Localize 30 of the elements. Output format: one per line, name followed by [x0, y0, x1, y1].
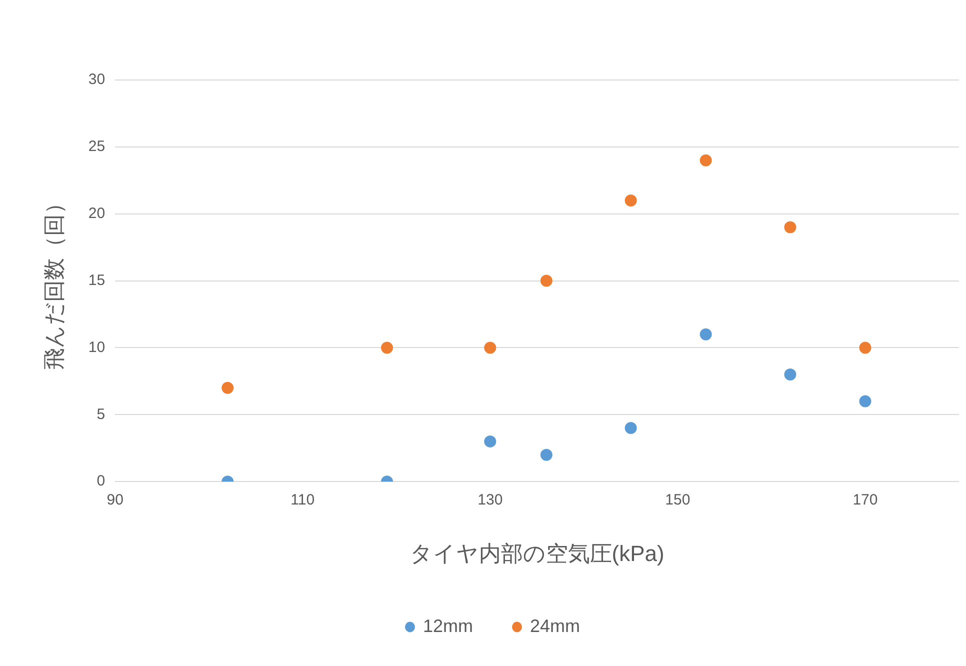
- x-tick-label: 170: [852, 492, 878, 509]
- y-tick-label: 15: [88, 272, 106, 289]
- x-axis-title: タイヤ内部の空気圧(kPa): [410, 540, 664, 566]
- y-tick-label: 10: [88, 338, 106, 356]
- point: [859, 342, 872, 354]
- y-tick-label: 30: [88, 71, 106, 88]
- y-tick-label: 0: [96, 472, 106, 490]
- y-tick-label: 5: [96, 406, 106, 423]
- y-tick-label: 20: [88, 205, 106, 222]
- x-tick-label: 90: [106, 492, 124, 509]
- x-tick-label: 130: [478, 492, 503, 509]
- point: [540, 448, 552, 461]
- point: [700, 328, 712, 340]
- point: [540, 274, 552, 287]
- point: [484, 342, 496, 354]
- point: [624, 422, 637, 434]
- point: [784, 368, 796, 381]
- y-axis-title: 飛んだ回数（回）: [41, 192, 66, 370]
- point: [484, 435, 496, 448]
- point: [222, 382, 234, 394]
- point: [859, 395, 872, 408]
- y-tick-label: 25: [88, 138, 106, 156]
- point: [700, 154, 712, 166]
- legend-label: 24mm: [530, 616, 580, 636]
- x-tick-label: 110: [290, 492, 315, 509]
- point: [784, 221, 796, 234]
- x-tick-label: 150: [665, 492, 690, 509]
- point: [624, 194, 637, 206]
- point: [381, 342, 394, 354]
- legend-label: 12mm: [422, 616, 474, 636]
